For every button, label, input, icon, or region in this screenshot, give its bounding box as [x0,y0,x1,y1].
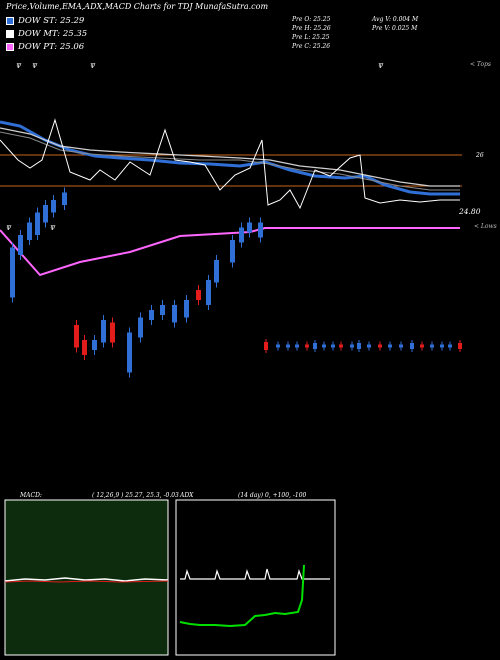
candle-body [62,192,67,205]
candle-body [206,280,211,305]
candle-body [10,247,15,298]
candle-body [258,222,263,238]
candle-body [27,222,32,240]
chart-title: Price,Volume,EMA,ADX,MACD Charts for TDJ… [6,2,269,11]
price-trend-line [0,118,460,210]
ema-long-line [0,131,460,191]
candle-body [160,305,165,315]
info-pre-volume: Pre V: 0.025 M [372,25,418,32]
low-marker-icon: Ψ [50,225,56,232]
checkbox-icon[interactable] [6,43,14,51]
candle-body [184,300,189,318]
info-pre-high: Pre H: 25.26 [292,25,331,32]
candle-body [127,332,132,373]
candle-body [138,317,143,338]
macd-label: MACD: [20,492,42,499]
low-marker-icon: Ψ [6,225,12,232]
legend-dow-pt-label: DOW PT: 25.06 [18,42,85,52]
candle-body [247,222,252,233]
info-pre-low: Pre L: 25.25 [292,34,330,41]
candle-body [172,305,177,323]
top-marker-icon: Ψ [16,63,22,70]
low-price-label: 24.80 [459,207,481,216]
candle-body [239,227,244,243]
ema-mid-line [0,127,460,187]
candle-body [230,240,235,263]
macd-signal-line [4,580,169,583]
legend-dow-pt[interactable]: DOW PT: 25.06 [6,42,84,52]
candle-body [82,340,87,355]
candle-body [196,290,201,300]
legend-dow-st[interactable]: DOW ST: 25.29 [6,16,84,26]
top-marker-icon: Ψ [90,63,96,70]
tops-label: < Tops [470,61,492,68]
checkbox-icon[interactable] [6,17,14,25]
info-avg-volume: Avg V: 0.004 M [372,16,419,23]
checkbox-icon[interactable] [6,30,14,38]
macd-params: ( 12,26,9 ) 25.27, 25.3, -0.03 [92,492,179,499]
legend-dow-mt[interactable]: DOW MT: 25.35 [6,29,87,39]
adx-main-line [180,568,330,580]
top-marker-icon: Ψ [32,63,38,70]
adx-pane [175,499,336,656]
info-pre-close: Pre C: 25.26 [292,43,331,50]
macd-line [4,577,169,582]
candle-body [110,322,115,343]
adx-panel [175,499,336,656]
candle-body [18,235,23,255]
candle-body [43,205,48,223]
candle-body [51,200,56,213]
legend-dow-st-label: DOW ST: 25.29 [18,16,85,26]
price-level-label: 26 [476,152,484,159]
adx-params: (14 day) 0, +100, -100 [238,492,307,499]
ema-short-line [0,120,460,196]
macd-panel [4,499,169,656]
lows-label: < Lows [474,223,497,230]
legend-dow-mt-label: DOW MT: 25.35 [18,29,88,39]
candle-body [35,212,40,235]
adx-plus-di-line [179,564,305,628]
candle-body [92,340,97,350]
candle-body [74,325,79,348]
candle-body [101,320,106,343]
adx-label: ADX [180,492,194,499]
top-marker-icon: Ψ [378,63,384,70]
candle-body [214,260,219,283]
candle-body [149,310,154,320]
info-pre-open: Pre O: 25.25 [292,16,331,23]
price-pane: Ψ Ψ Ψ Ψ Ψ Ψ [0,63,462,378]
macd-pane [4,499,169,656]
